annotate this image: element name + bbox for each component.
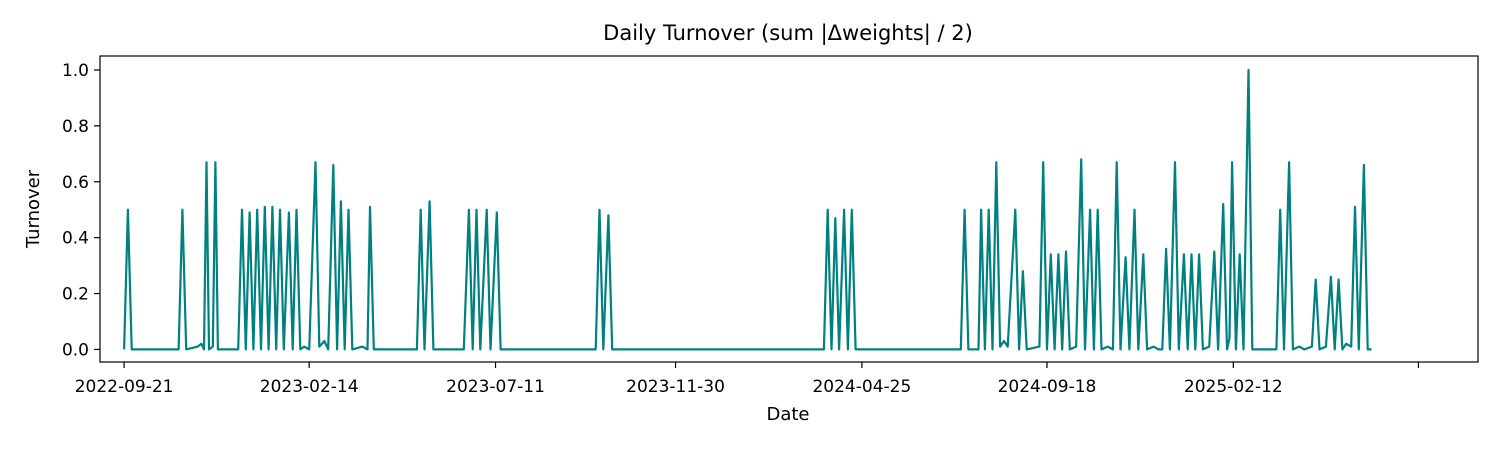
y-axis: 0.0 0.2 0.4 0.6 0.8 1.0 [62,61,100,360]
x-tick-label: 2023-02-14 [260,377,359,397]
x-axis: 2022-09-21 2023-02-14 2023-07-11 2023-11-30… [75,362,1420,397]
x-tick-label: 2024-09-18 [998,377,1097,397]
y-tick-label: 0.8 [62,117,89,137]
y-tick-label: 0.6 [62,173,89,193]
x-tick-label: 2023-07-11 [446,377,545,397]
y-axis-label: Turnover [23,169,44,249]
x-axis-label: Date [766,404,809,425]
y-tick-label: 1.0 [62,61,89,81]
x-tick-label: 2025-02-12 [1184,377,1283,397]
plot-area [123,68,1372,351]
chart-title: Daily Turnover (sum |Δweights| / 2) [603,21,973,46]
x-tick-label: 2023-11-30 [626,377,725,397]
y-tick-label: 0.4 [62,229,89,249]
y-tick-label: 0.2 [62,285,89,305]
axes-frame [99,55,1479,363]
y-tick-label: 0.0 [62,340,89,360]
x-tick-label: 2024-04-25 [812,377,911,397]
x-tick-label: 2022-09-21 [75,377,174,397]
turnover-series-line [123,68,1372,351]
